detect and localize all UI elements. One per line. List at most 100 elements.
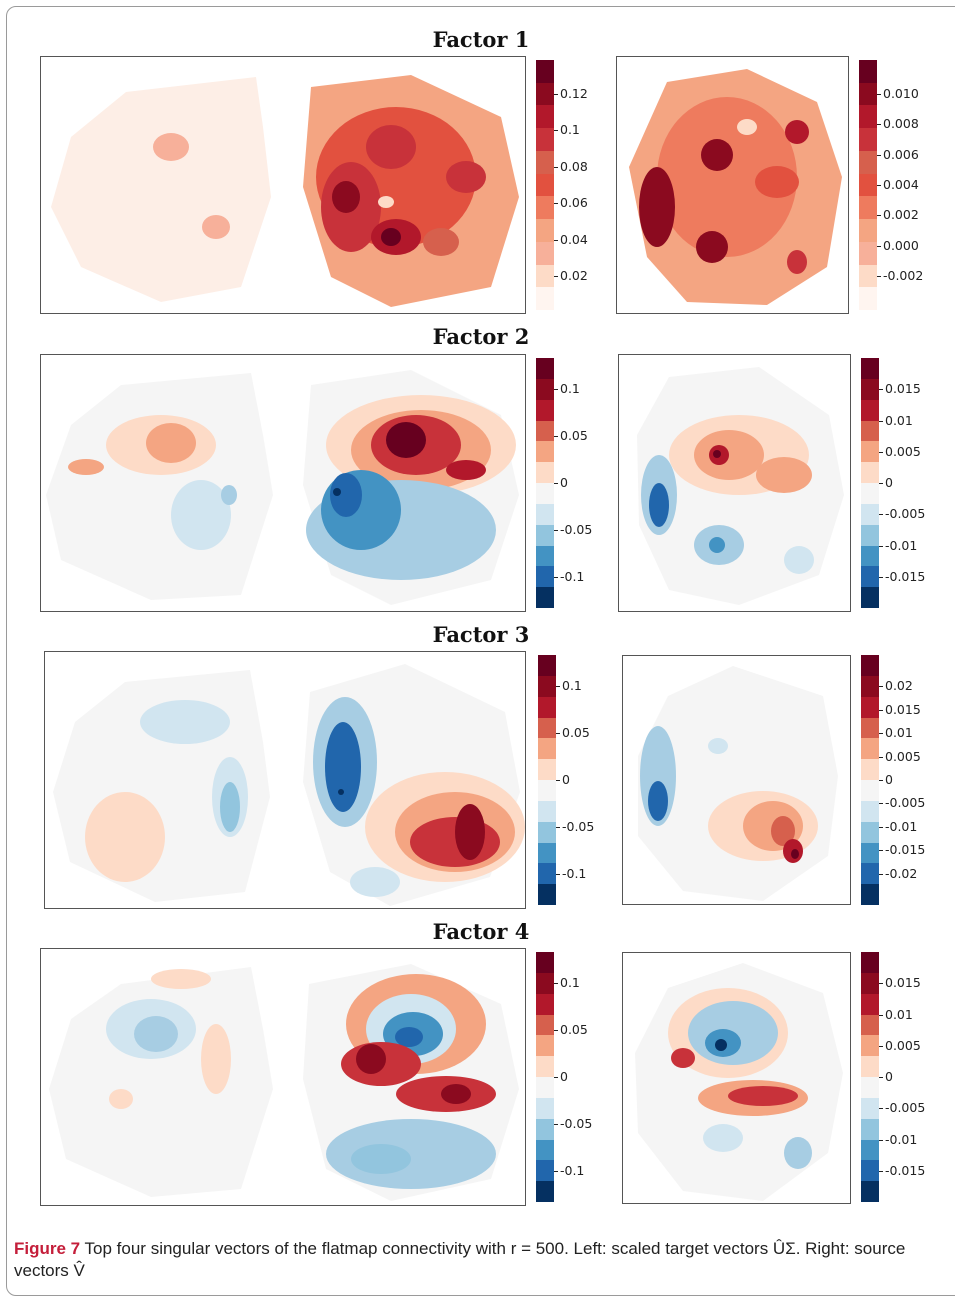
colorbar-tick-label: 0 [885, 772, 893, 787]
colorbar-tick-mark [877, 185, 881, 186]
colorbar-segment [861, 821, 879, 843]
colorbar-segment [536, 1097, 554, 1120]
colorbar-tick-mark [879, 780, 883, 781]
colorbar-tick-mark [879, 451, 883, 453]
colorbar-tick-label: 0.1 [560, 381, 580, 397]
caption-label: Figure 7 [14, 1239, 81, 1258]
colorbar-tick-label: 0.008 [883, 116, 919, 132]
colorbar-tick-label: 0 [885, 1069, 893, 1084]
colorbar-tick-label: 0.01 [885, 1006, 913, 1022]
factor-4-target-colorbar: 0.1 0.05 0 -0.05 -0.1 [536, 948, 606, 1206]
colorbar-tick-label: -0.002 [883, 267, 924, 283]
colorbar-tick-label: -0.01 [885, 1131, 918, 1147]
colorbar-segment [861, 1181, 879, 1203]
colorbar-segment [861, 1160, 879, 1182]
colorbar-tick-label: 0.01 [885, 412, 913, 428]
colorbar-tick-mark [879, 576, 883, 578]
colorbar-tick-mark [554, 275, 558, 277]
colorbar-tick-label: 0.02 [560, 267, 588, 283]
colorbar-segment [861, 655, 879, 677]
colorbar-segment [536, 150, 554, 175]
colorbar-segment [538, 780, 556, 802]
figure-caption: Figure 7 Top four singular vectors of th… [14, 1238, 944, 1282]
colorbar-segment [538, 863, 556, 885]
colorbar-segment [536, 1139, 554, 1161]
figure-frame [6, 6, 955, 1296]
factor-4-title: Factor 4 [432, 919, 530, 944]
colorbar-segment [861, 717, 879, 739]
colorbar-tick-mark [877, 215, 881, 217]
colorbar-tick-mark [879, 850, 883, 852]
colorbar-tick-label: 0.1 [562, 678, 582, 694]
colorbar-tick-mark [879, 545, 883, 547]
colorbar-segment [536, 1181, 554, 1203]
colorbar-tick-label: -0.015 [885, 842, 926, 858]
colorbar-segment [861, 884, 879, 906]
colorbar-tick-mark [879, 826, 883, 828]
colorbar-segment [861, 524, 879, 546]
colorbar-tick-mark [554, 529, 558, 531]
colorbar-tick-label: 0.015 [885, 701, 921, 717]
colorbar-segment [861, 441, 879, 463]
colorbar-segment [861, 1139, 879, 1161]
colorbar-tick-mark [877, 154, 881, 156]
colorbar-segment [538, 717, 556, 739]
factor-2-target-colorbar: 0.1 0.05 0 -0.05 -0.1 [536, 354, 606, 612]
colorbar-segment [861, 738, 879, 760]
colorbar-tick-mark [879, 483, 883, 484]
colorbar-segment [859, 173, 877, 197]
colorbar-tick-label: -0.05 [560, 521, 593, 537]
colorbar-segment [536, 82, 554, 106]
colorbar-segment [536, 196, 554, 220]
colorbar-tick-mark [556, 686, 560, 688]
colorbar-tick-label: 0.12 [560, 86, 588, 102]
colorbar-tick-mark [879, 1108, 883, 1110]
colorbar-segment [861, 1097, 879, 1120]
factor-3-title: Factor 3 [432, 622, 530, 647]
colorbar-tick-label: 0.005 [885, 1037, 921, 1053]
colorbar-segment [861, 800, 879, 823]
colorbar-segment [536, 483, 554, 505]
colorbar-segment [861, 566, 879, 588]
colorbar-segment [536, 358, 554, 380]
colorbar-tick-label: 0.05 [560, 1022, 588, 1038]
colorbar-tick-mark [879, 1045, 883, 1047]
colorbar-tick-label: 0.015 [885, 381, 921, 397]
colorbar-segment [536, 545, 554, 567]
colorbar-segment [861, 399, 879, 421]
colorbar-tick-label: 0.1 [560, 975, 580, 991]
colorbar-segment [861, 503, 879, 526]
factor-2-source-map [618, 354, 851, 612]
colorbar-tick-mark [879, 514, 883, 516]
colorbar-tick-label: 0.02 [885, 678, 913, 694]
colorbar-tick-label: 0 [885, 475, 893, 490]
colorbar-segment [861, 358, 879, 380]
colorbar-segment [859, 82, 877, 106]
colorbar-segment [861, 1035, 879, 1057]
factor-1-title: Factor 1 [432, 27, 530, 52]
colorbar-segment [861, 1014, 879, 1036]
colorbar-segment [859, 287, 877, 311]
colorbar-segment [536, 441, 554, 463]
factor-1-target-colorbar: 0.12 0.1 0.08 0.06 0.04 0.02 [536, 56, 606, 314]
colorbar-segment [861, 1056, 879, 1078]
colorbar-tick-mark [554, 203, 558, 205]
colorbar-tick-mark [879, 420, 883, 422]
colorbar-tick-label: -0.05 [560, 1115, 593, 1131]
colorbar-tick-mark [879, 1170, 883, 1172]
colorbar-tick-mark [554, 239, 558, 241]
colorbar-segment [538, 738, 556, 760]
factor-3-target-map [44, 651, 526, 909]
colorbar-segment [859, 196, 877, 220]
colorbar-tick-mark [879, 686, 883, 688]
caption-text: Top four singular vectors of the flatmap… [14, 1239, 906, 1280]
colorbar-segment [536, 420, 554, 442]
colorbar-segment [861, 780, 879, 802]
colorbar-tick-mark [879, 983, 883, 985]
colorbar-tick-label: -0.01 [885, 818, 918, 834]
colorbar-tick-mark [556, 873, 560, 875]
factor-1-target-map [40, 56, 526, 314]
colorbar-segment [861, 993, 879, 1015]
colorbar-tick-mark [556, 733, 560, 735]
colorbar-tick-label: 0.06 [560, 195, 588, 211]
